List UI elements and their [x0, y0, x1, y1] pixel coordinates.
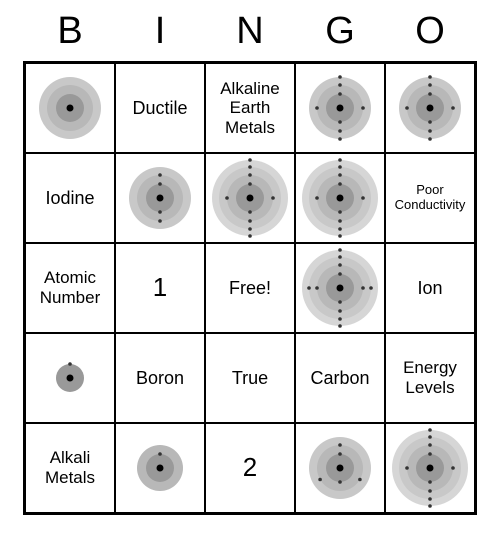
cell-label: Boron [136, 368, 184, 389]
cell-label: 2 [243, 453, 257, 483]
atom-icon [30, 68, 110, 148]
bingo-cell-1-4[interactable]: Poor Conductivity [385, 153, 475, 243]
bingo-cell-2-4[interactable]: Ion [385, 243, 475, 333]
bingo-cell-3-0[interactable] [25, 333, 115, 423]
bingo-cell-0-2[interactable]: Alkaline Earth Metals [205, 63, 295, 153]
cell-label: Atomic Number [30, 268, 110, 307]
atom-icon [30, 338, 110, 418]
cell-label: True [232, 368, 268, 389]
atom-icon [300, 248, 380, 328]
bingo-cell-2-2[interactable]: Free! [205, 243, 295, 333]
bingo-cell-3-3[interactable]: Carbon [295, 333, 385, 423]
cell-label: Energy Levels [390, 358, 470, 397]
cell-label: 1 [153, 273, 167, 303]
bingo-cell-0-0[interactable] [25, 63, 115, 153]
atom-icon [390, 68, 470, 148]
bingo-cell-3-1[interactable]: Boron [115, 333, 205, 423]
bingo-cell-4-2[interactable]: 2 [205, 423, 295, 513]
bingo-cell-1-3[interactable] [295, 153, 385, 243]
atom-icon [120, 428, 200, 508]
cell-label: Free! [229, 278, 271, 299]
bingo-cell-1-1[interactable] [115, 153, 205, 243]
bingo-cell-2-0[interactable]: Atomic Number [25, 243, 115, 333]
atom-icon [300, 68, 380, 148]
atom-icon [300, 158, 380, 238]
bingo-cell-4-4[interactable] [385, 423, 475, 513]
bingo-cell-4-3[interactable] [295, 423, 385, 513]
header-letter-i: I [115, 10, 205, 53]
atom-icon [120, 158, 200, 238]
cell-label: Alkali Metals [30, 448, 110, 487]
bingo-header: B I N G O [25, 10, 475, 53]
cell-label: Iodine [45, 188, 94, 209]
header-letter-o: O [385, 10, 475, 53]
header-letter-n: N [205, 10, 295, 53]
atom-icon [390, 428, 470, 508]
bingo-grid: Ductile Alkaline Earth Metals Iodine Poor C… [23, 61, 477, 515]
bingo-cell-0-3[interactable] [295, 63, 385, 153]
bingo-cell-0-1[interactable]: Ductile [115, 63, 205, 153]
header-letter-b: B [25, 10, 115, 53]
header-letter-g: G [295, 10, 385, 53]
cell-label: Ion [417, 278, 442, 299]
cell-label: Poor Conductivity [390, 183, 470, 213]
bingo-cell-4-0[interactable]: Alkali Metals [25, 423, 115, 513]
bingo-cell-2-3[interactable] [295, 243, 385, 333]
cell-label: Carbon [310, 368, 369, 389]
bingo-cell-0-4[interactable] [385, 63, 475, 153]
cell-label: Ductile [132, 98, 187, 119]
bingo-cell-4-1[interactable] [115, 423, 205, 513]
atom-icon [210, 158, 290, 238]
cell-label: Alkaline Earth Metals [210, 79, 290, 138]
bingo-cell-1-0[interactable]: Iodine [25, 153, 115, 243]
bingo-cell-3-2[interactable]: True [205, 333, 295, 423]
bingo-cell-2-1[interactable]: 1 [115, 243, 205, 333]
bingo-cell-3-4[interactable]: Energy Levels [385, 333, 475, 423]
bingo-cell-1-2[interactable] [205, 153, 295, 243]
atom-icon [300, 428, 380, 508]
